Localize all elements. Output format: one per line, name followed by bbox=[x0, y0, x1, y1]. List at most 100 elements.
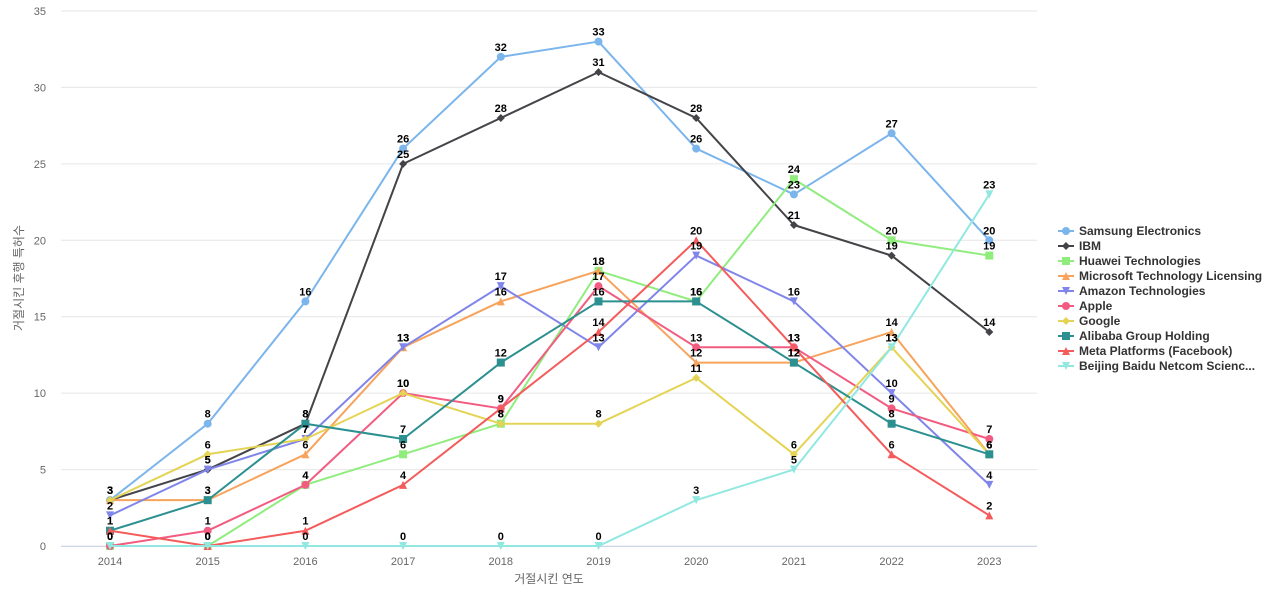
data-point[interactable] bbox=[301, 542, 310, 550]
legend-item[interactable]: IBM bbox=[1058, 239, 1101, 253]
data-point[interactable] bbox=[692, 144, 701, 153]
data-point[interactable] bbox=[985, 450, 994, 459]
data-point[interactable] bbox=[496, 282, 505, 291]
data-point[interactable] bbox=[594, 68, 603, 77]
legend-marker[interactable] bbox=[1062, 227, 1070, 235]
data-point[interactable] bbox=[594, 297, 603, 306]
data-point[interactable] bbox=[887, 389, 896, 398]
legend-item[interactable]: Google bbox=[1058, 314, 1121, 328]
series-line[interactable] bbox=[110, 193, 991, 547]
legend-marker[interactable] bbox=[1062, 242, 1070, 250]
data-point[interactable] bbox=[887, 343, 896, 352]
data-point[interactable] bbox=[789, 465, 798, 474]
data-point[interactable] bbox=[399, 144, 408, 153]
legend-marker[interactable] bbox=[1062, 347, 1070, 355]
data-point[interactable] bbox=[594, 266, 603, 275]
data-point[interactable] bbox=[106, 496, 114, 505]
legend-marker[interactable] bbox=[1062, 257, 1070, 265]
data-point[interactable] bbox=[106, 511, 114, 520]
data-point[interactable] bbox=[496, 542, 505, 550]
series-line[interactable] bbox=[109, 254, 990, 517]
data-point[interactable] bbox=[203, 419, 212, 428]
data-point[interactable] bbox=[594, 282, 603, 291]
data-point[interactable] bbox=[789, 358, 798, 367]
data-point[interactable] bbox=[594, 343, 603, 352]
data-point[interactable] bbox=[203, 496, 212, 505]
data-point[interactable] bbox=[399, 389, 408, 398]
legend-item[interactable]: Beijing Baidu Netcom Scienc... bbox=[1058, 359, 1255, 373]
data-point[interactable] bbox=[887, 419, 896, 428]
data-point[interactable] bbox=[301, 297, 310, 306]
legend-item[interactable]: Samsung Electronics bbox=[1058, 224, 1201, 238]
data-point[interactable] bbox=[789, 343, 798, 352]
data-point[interactable] bbox=[399, 542, 408, 550]
data-point[interactable] bbox=[692, 297, 701, 306]
data-point[interactable] bbox=[789, 221, 798, 229]
data-point[interactable] bbox=[594, 419, 603, 428]
data-point[interactable] bbox=[399, 450, 408, 459]
data-point[interactable] bbox=[203, 542, 212, 550]
data-point[interactable] bbox=[887, 129, 896, 138]
data-point[interactable] bbox=[496, 52, 505, 61]
legend-marker[interactable] bbox=[1062, 317, 1070, 325]
data-point[interactable] bbox=[301, 435, 310, 443]
legend-marker[interactable] bbox=[1062, 302, 1070, 310]
data-point[interactable] bbox=[692, 496, 701, 505]
data-point[interactable] bbox=[985, 251, 994, 260]
data-point[interactable] bbox=[789, 450, 798, 459]
data-point[interactable] bbox=[887, 251, 896, 260]
data-point[interactable] bbox=[496, 297, 505, 306]
data-point[interactable] bbox=[496, 404, 505, 413]
data-point[interactable] bbox=[399, 159, 408, 168]
data-point[interactable] bbox=[789, 175, 798, 184]
data-point[interactable] bbox=[985, 328, 994, 336]
data-point[interactable] bbox=[301, 480, 310, 489]
data-point[interactable] bbox=[692, 251, 701, 260]
legend-item[interactable]: Meta Platforms (Facebook) bbox=[1058, 344, 1232, 358]
data-point[interactable] bbox=[887, 328, 896, 336]
legend-marker[interactable] bbox=[1062, 287, 1070, 295]
legend-item[interactable]: Alibaba Group Holding bbox=[1058, 329, 1210, 343]
legend-marker[interactable] bbox=[1062, 332, 1070, 340]
data-point[interactable] bbox=[985, 236, 994, 245]
data-point[interactable] bbox=[887, 450, 896, 459]
series-line[interactable] bbox=[109, 300, 990, 532]
data-point[interactable] bbox=[887, 404, 896, 413]
legend-marker[interactable] bbox=[1062, 362, 1070, 370]
data-point[interactable] bbox=[399, 435, 408, 443]
legend-item[interactable]: Microsoft Technology Licensing bbox=[1058, 269, 1262, 283]
legend-marker[interactable] bbox=[1062, 272, 1070, 280]
data-point[interactable] bbox=[106, 542, 114, 550]
series-line[interactable] bbox=[109, 285, 990, 547]
data-point[interactable] bbox=[985, 435, 994, 443]
data-point[interactable] bbox=[789, 190, 798, 199]
data-point[interactable] bbox=[692, 373, 701, 382]
data-point[interactable] bbox=[496, 114, 505, 122]
data-point[interactable] bbox=[496, 419, 505, 428]
data-point[interactable] bbox=[985, 480, 994, 489]
data-point[interactable] bbox=[399, 343, 408, 352]
data-point[interactable] bbox=[887, 236, 896, 245]
data-point[interactable] bbox=[106, 526, 114, 535]
legend-item[interactable]: Apple bbox=[1058, 299, 1113, 313]
series-line[interactable] bbox=[109, 239, 990, 547]
legend-item[interactable]: Amazon Technologies bbox=[1058, 284, 1206, 298]
data-point[interactable] bbox=[594, 542, 603, 550]
data-point[interactable] bbox=[692, 236, 701, 245]
data-point[interactable] bbox=[692, 358, 701, 367]
data-point[interactable] bbox=[301, 526, 310, 535]
data-point[interactable] bbox=[692, 114, 701, 122]
series-line[interactable] bbox=[110, 178, 990, 547]
data-point[interactable] bbox=[594, 37, 603, 46]
data-point[interactable] bbox=[594, 328, 603, 336]
legend-item[interactable]: Huawei Technologies bbox=[1058, 254, 1201, 268]
data-point[interactable] bbox=[203, 526, 212, 535]
data-point[interactable] bbox=[203, 450, 212, 459]
data-point[interactable] bbox=[985, 190, 994, 199]
data-point[interactable] bbox=[692, 343, 701, 352]
data-point[interactable] bbox=[496, 358, 505, 367]
series-line[interactable] bbox=[109, 40, 991, 501]
data-point[interactable] bbox=[399, 480, 408, 489]
data-point[interactable] bbox=[301, 419, 310, 428]
